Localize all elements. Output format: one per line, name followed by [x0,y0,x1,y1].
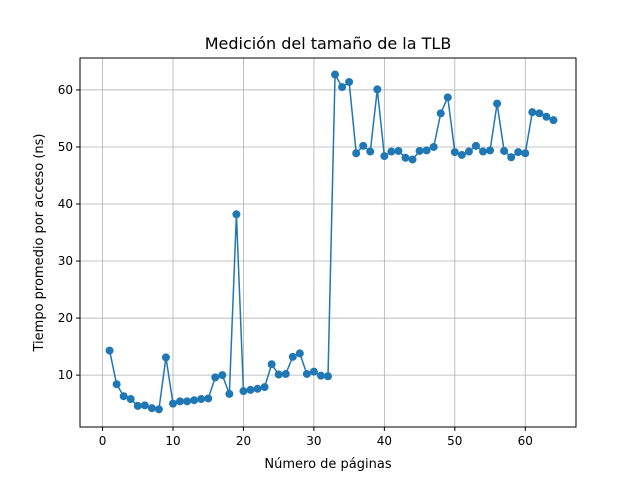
data-point [161,353,170,362]
data-point [387,147,396,156]
data-point [176,397,185,406]
data-point [211,373,220,382]
data-point [514,148,523,157]
data-point [450,148,459,157]
x-tick-label: 30 [306,434,321,448]
data-point [183,397,192,406]
data-point [429,142,438,151]
data-point [331,70,340,79]
x-axis-ticks: 0 10 20 30 40 50 60 [99,427,533,448]
data-point [253,384,262,393]
data-point [408,155,417,164]
data-point [324,372,332,381]
y-tick-label: 30 [58,254,73,268]
y-axis-label: Tiempo promedio por acceso (ns) [32,134,47,353]
x-tick-label: 10 [165,434,180,448]
data-point [154,405,163,414]
data-point [281,369,290,378]
data-point [479,147,487,156]
data-point [274,370,283,379]
x-tick-label: 50 [447,434,462,448]
data-point [309,367,318,376]
data-point [521,149,530,158]
y-tick-label: 20 [58,311,73,325]
chart-title: Medición del tamaño de la TLB [205,34,452,53]
grid [80,58,576,427]
data-point [457,150,466,159]
data-point [246,385,255,394]
data-point [528,108,537,117]
y-tick-label: 60 [58,83,73,97]
data-point [443,93,452,102]
data-point [288,352,297,361]
data-point [359,141,368,150]
data-point [373,85,382,94]
data-point [338,83,347,92]
data-point [190,396,199,405]
data-point [204,394,213,403]
data-point [422,146,431,155]
data-point [415,146,424,155]
data-point [126,395,135,404]
data-point [500,146,509,155]
data-point [169,399,177,408]
data-point [119,392,128,401]
data-point [542,112,551,121]
data-point [366,147,375,156]
y-tick-label: 50 [58,140,73,154]
data-point [471,141,480,150]
x-tick-label: 40 [377,434,392,448]
data-point [267,360,276,369]
plot-frame [79,57,577,428]
x-tick-label: 60 [518,434,533,448]
data-point [345,77,354,86]
data-point [302,369,311,378]
data-point [436,109,445,118]
data-point [239,387,248,396]
series-layer [105,70,558,414]
data-point [147,404,156,413]
data-point [380,152,389,161]
data-point [140,401,149,410]
data-point [535,109,544,118]
x-tick-label: 20 [236,434,251,448]
data-point [507,153,516,162]
data-point [401,153,410,162]
data-point [105,346,114,355]
data-point [316,371,325,380]
data-point [232,210,241,219]
data-point [218,371,227,380]
data-point [197,395,206,404]
data-point [295,349,304,358]
y-tick-label: 10 [58,368,73,382]
data-point [549,116,558,125]
data-point [352,149,361,158]
data-point [493,99,502,108]
data-point [394,146,403,155]
y-axis-ticks: 10 20 30 40 50 60 [58,83,80,382]
x-tick-label: 0 [99,434,107,448]
y-tick-label: 40 [58,197,73,211]
x-axis-label: Número de páginas [264,457,391,472]
data-point [225,389,234,398]
data-point [260,383,269,392]
data-point [486,146,495,155]
data-point [464,147,473,156]
data-point [112,380,121,389]
data-point [133,401,142,410]
